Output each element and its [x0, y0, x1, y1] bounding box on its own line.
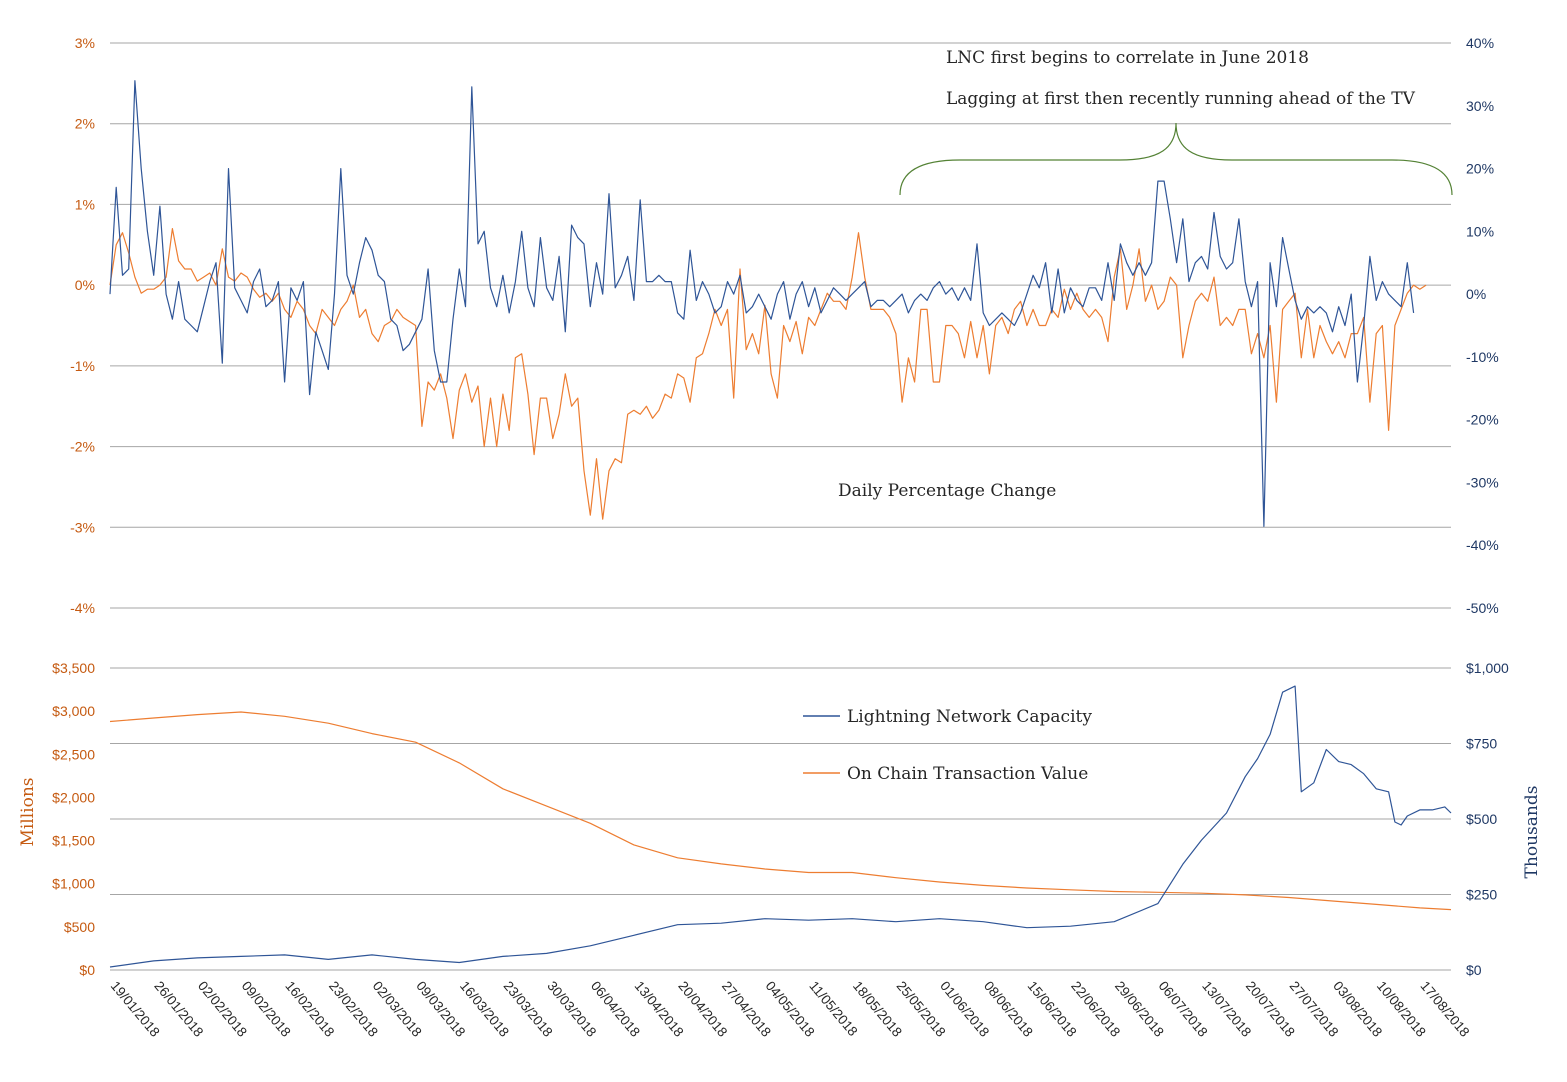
bottom-left-tick-label: $3,000	[52, 703, 95, 719]
top-right-axis-ticks: 40% 30% 20% 10% 0% -10% -20% -30% -40% -50%	[1466, 35, 1499, 616]
daily-change-label: Daily Percentage Change	[838, 481, 1056, 501]
legend: Lightning Network Capacity On Chain Tran…	[803, 707, 1092, 784]
top-right-tick-label: 40%	[1466, 35, 1494, 51]
bottom-right-tick-label: $250	[1466, 887, 1497, 903]
top-right-tick-label: -20%	[1466, 412, 1499, 428]
bottom-left-tick-label: $3,500	[52, 660, 95, 676]
top-left-tick-label: 3%	[75, 35, 95, 51]
bottom-series-lightning-capacity	[109, 685, 1452, 968]
top-left-tick-label: -1%	[70, 358, 95, 374]
x-axis-date-ticks: 19/01/201826/01/201802/02/201809/02/2018…	[108, 969, 1472, 1040]
bottom-left-tick-label: $2,500	[52, 746, 95, 762]
correlation-brace	[899, 122, 1453, 196]
top-right-tick-label: -50%	[1466, 600, 1499, 616]
bottom-left-tick-label: $2,000	[52, 789, 95, 805]
bottom-left-tick-label: $1,500	[52, 833, 95, 849]
bottom-left-axis-ticks: $3,500 $3,000 $2,500 $2,000 $1,500 $1,000 $500…	[52, 660, 95, 978]
top-left-tick-label: -2%	[70, 439, 95, 455]
bottom-left-tick-label: $1,000	[52, 876, 95, 892]
bottom-right-tick-label: $500	[1466, 811, 1497, 827]
top-right-tick-label: 20%	[1466, 161, 1494, 177]
legend-label-otv: On Chain Transaction Value	[847, 764, 1088, 784]
bottom-right-axis-ticks: $1,000 $750 $500 $250 $0	[1466, 660, 1509, 978]
bottom-right-tick-label: $0	[1466, 962, 1482, 978]
top-left-tick-label: 2%	[75, 116, 95, 132]
bottom-series-on-chain-tx-value	[109, 711, 1452, 911]
top-right-tick-label: -30%	[1466, 474, 1499, 490]
bottom-left-tick-label: $500	[64, 919, 95, 935]
top-left-axis-ticks: 3% 2% 1% 0% -1% -2% -3% -4%	[70, 35, 95, 616]
bottom-right-tick-label: $750	[1466, 736, 1497, 752]
top-left-tick-label: 0%	[75, 277, 95, 293]
top-gridlines	[110, 42, 1451, 609]
top-left-tick-label: 1%	[75, 196, 95, 212]
annotation-line-2: Lagging at first then recently running a…	[946, 89, 1416, 109]
bottom-chart-series	[109, 685, 1452, 968]
left-axis-title: Millions	[18, 777, 38, 846]
annotation-line-1: LNC first begins to correlate in June 20…	[946, 48, 1309, 68]
bottom-left-tick-label: $0	[79, 962, 95, 978]
top-right-tick-label: 30%	[1466, 98, 1494, 114]
top-right-tick-label: -10%	[1466, 349, 1499, 365]
top-left-tick-label: -4%	[70, 600, 95, 616]
top-right-tick-label: 0%	[1466, 286, 1486, 302]
top-series-lightning-capacity	[109, 80, 1415, 527]
right-axis-title: Thousands	[1522, 786, 1542, 879]
top-series-on-chain-tx-value	[109, 228, 1427, 520]
top-right-tick-label: -40%	[1466, 537, 1499, 553]
top-right-tick-label: 10%	[1466, 223, 1494, 239]
top-chart-series	[109, 80, 1427, 527]
top-left-tick-label: -3%	[70, 519, 95, 535]
bottom-right-tick-label: $1,000	[1466, 660, 1509, 676]
bottom-gridlines	[110, 667, 1451, 971]
legend-label-lnc: Lightning Network Capacity	[847, 707, 1092, 727]
